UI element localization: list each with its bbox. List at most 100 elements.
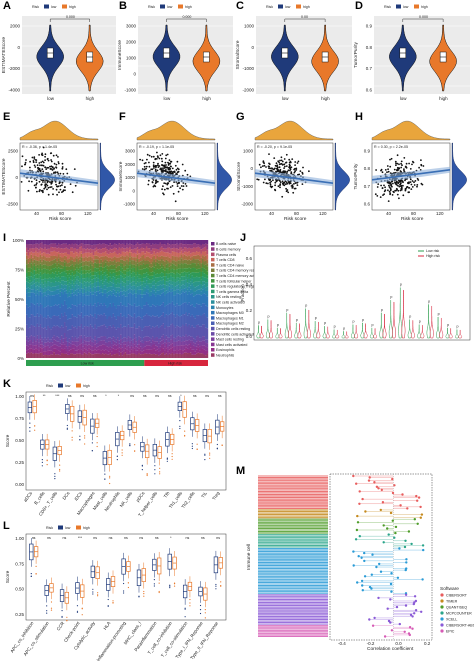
composition-segment: [89, 292, 92, 304]
y-tick-label: 2000: [125, 162, 136, 167]
scatter-point: [290, 166, 293, 169]
composition-segment: [63, 281, 66, 285]
composition-segment: [77, 264, 80, 270]
composition-segment: [179, 268, 181, 275]
composition-segment: [127, 285, 130, 290]
composition-segment: [53, 255, 56, 260]
composition-segment: [112, 336, 115, 341]
composition-segment: [27, 267, 30, 272]
composition-segment: [192, 338, 195, 343]
composition-segment: [42, 252, 45, 256]
composition-segment: [103, 281, 106, 286]
composition-segment: [86, 272, 89, 277]
composition-segment: [168, 337, 171, 343]
composition-segment: [104, 251, 107, 256]
composition-segment: [135, 317, 137, 329]
composition-segment: [82, 243, 84, 249]
composition-segment: [154, 326, 157, 338]
composition-segment: [195, 259, 198, 266]
composition-segment: [60, 257, 63, 262]
composition-segment: [76, 350, 78, 354]
p-value-label: p: [296, 318, 298, 322]
composition-segment: [171, 263, 174, 269]
composition-segment: [179, 260, 181, 265]
composition-segment: [142, 277, 145, 282]
composition-segment: [198, 247, 201, 252]
composition-segment: [148, 345, 151, 350]
composition-segment: [54, 326, 57, 338]
composition-segment: [194, 318, 197, 328]
y-tick-label: 0.75: [15, 561, 24, 566]
composition-segment: [197, 289, 200, 295]
composition-segment: [156, 240, 159, 245]
composition-segment: [126, 259, 128, 264]
y-tick-label: 0: [133, 72, 136, 77]
outlier-point: [134, 444, 136, 446]
composition-segment: [168, 244, 171, 248]
scatter-point: [20, 181, 23, 183]
scatter-point: [29, 166, 31, 169]
composition-segment: [83, 273, 86, 279]
composition-segment: [177, 253, 180, 258]
composition-segment: [103, 260, 106, 265]
composition-segment: [164, 338, 166, 343]
composition-segment: [54, 247, 57, 252]
scatter-point: [395, 164, 397, 167]
composition-segment: [51, 260, 54, 265]
scatter-point: [396, 193, 399, 196]
composition-segment: [54, 267, 57, 272]
composition-segment: [51, 247, 54, 252]
composition-segment: [147, 315, 150, 327]
composition-segment: [192, 345, 195, 350]
composition-segment: [54, 344, 57, 349]
composition-segment: [76, 255, 78, 259]
composition-segment: [36, 335, 39, 340]
composition-segment: [71, 264, 74, 270]
composition-segment: [197, 277, 200, 282]
composition-segment: [65, 290, 68, 294]
composition-segment: [44, 268, 46, 273]
composition-segment: [29, 344, 31, 349]
outlier-point: [104, 478, 106, 480]
correlation-point: [422, 548, 425, 552]
composition-segment: [53, 247, 56, 251]
outlier-point: [46, 459, 48, 461]
composition-segment: [56, 294, 59, 306]
composition-segment: [150, 275, 153, 280]
p-value-label: p: [371, 323, 373, 327]
composition-segment: [101, 292, 104, 296]
composition-segment: [153, 275, 156, 281]
scatter-point: [269, 167, 272, 170]
composition-segment: [39, 276, 42, 280]
composition-segment: [110, 295, 113, 307]
composition-segment: [51, 243, 54, 248]
composition-segment: [201, 336, 204, 341]
composition-segment: [192, 282, 195, 286]
composition-segment: [44, 327, 46, 338]
scatter-point: [261, 165, 264, 168]
legend-title: Risk: [46, 526, 53, 530]
correlation-point: [367, 479, 371, 482]
composition-segment: [98, 257, 101, 264]
composition-segment: [36, 256, 39, 261]
composition-segment: [130, 289, 133, 294]
composition-segment: [160, 263, 163, 268]
composition-segment: [69, 240, 72, 245]
composition-segment: [92, 240, 95, 245]
composition-segment: [174, 317, 177, 328]
composition-segment: [59, 296, 62, 308]
scatter-point: [405, 166, 408, 169]
composition-segment: [36, 339, 39, 345]
composition-segment: [83, 252, 86, 258]
scatter-point: [30, 180, 33, 183]
composition-segment: [183, 240, 186, 245]
composition-segment: [71, 285, 74, 290]
outlier-point: [143, 590, 145, 593]
composition-segment: [65, 337, 68, 342]
composition-segment: [82, 306, 84, 318]
y-tick-label: 0.0: [246, 334, 253, 339]
outlier-point: [41, 461, 43, 463]
composition-segment: [101, 283, 104, 289]
composition-segment: [47, 269, 49, 274]
legend-swatch: [211, 300, 215, 304]
